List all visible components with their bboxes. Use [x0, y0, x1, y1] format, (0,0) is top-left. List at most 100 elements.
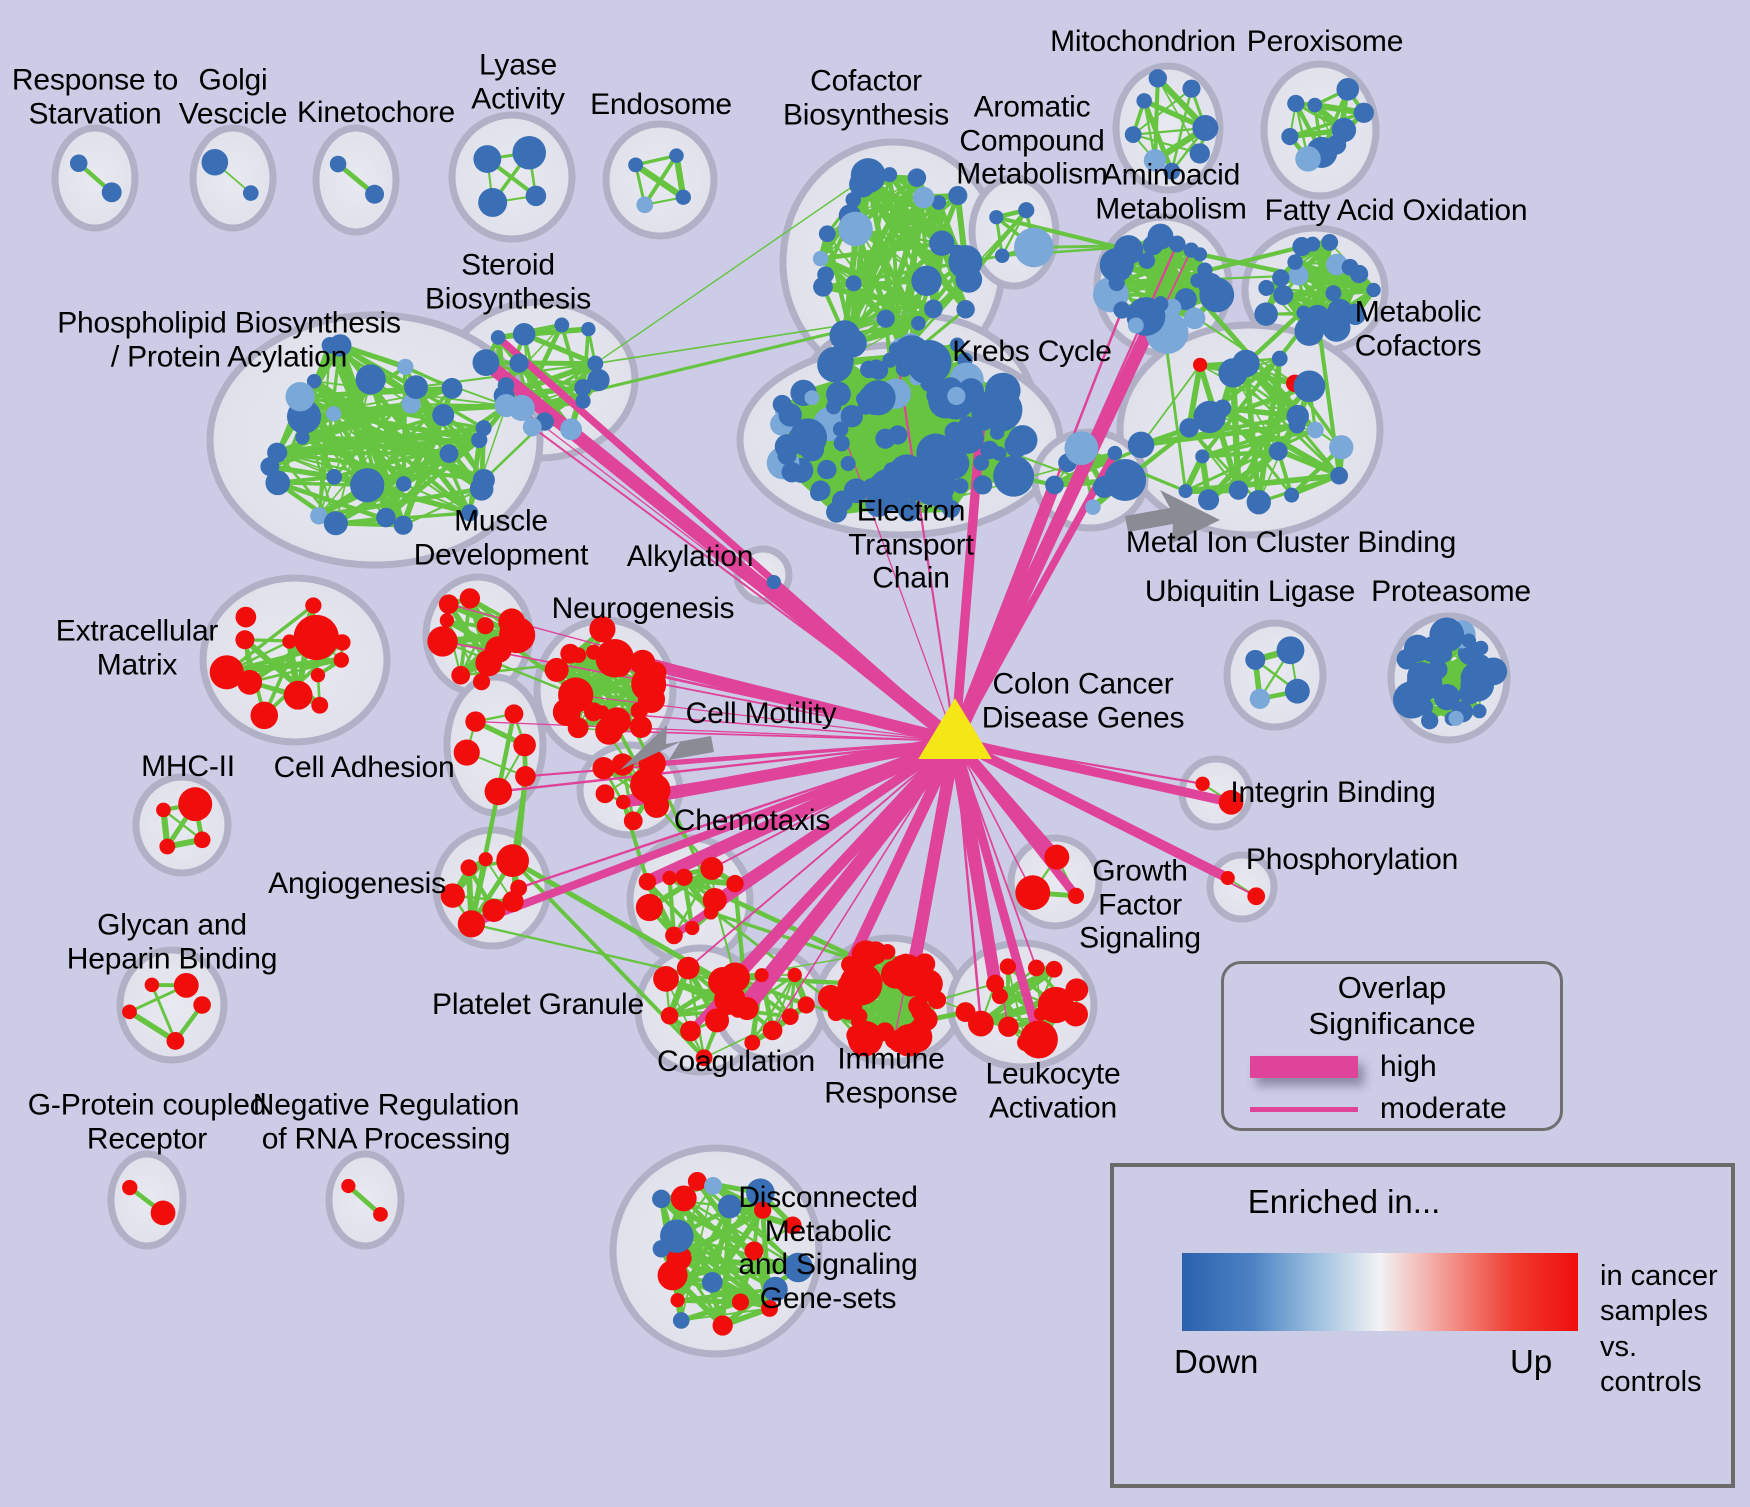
- gene-set-node[interactable]: [948, 185, 968, 206]
- gene-set-node[interactable]: [829, 320, 861, 351]
- gene-set-node[interactable]: [746, 1178, 775, 1208]
- gene-set-node[interactable]: [1192, 115, 1219, 141]
- gene-set-node[interactable]: [907, 168, 927, 187]
- gene-set-node[interactable]: [1228, 480, 1249, 500]
- gene-set-node[interactable]: [329, 155, 347, 173]
- gene-set-node[interactable]: [496, 844, 530, 878]
- gene-set-node[interactable]: [396, 476, 412, 492]
- gene-set-node[interactable]: [638, 873, 657, 891]
- gene-set-node[interactable]: [813, 276, 833, 297]
- gene-set-node[interactable]: [484, 777, 513, 806]
- gene-set-node[interactable]: [478, 187, 508, 217]
- gene-set-node[interactable]: [1330, 466, 1349, 485]
- gene-set-node[interactable]: [432, 404, 455, 427]
- gene-set-node[interactable]: [285, 382, 315, 412]
- gene-set-node[interactable]: [1472, 703, 1487, 719]
- gene-set-node[interactable]: [1403, 683, 1419, 700]
- gene-set-node[interactable]: [832, 421, 849, 437]
- gene-set-node[interactable]: [685, 920, 700, 936]
- gene-set-node[interactable]: [502, 890, 524, 913]
- gene-set-node[interactable]: [911, 265, 942, 296]
- gene-set-node[interactable]: [1448, 710, 1464, 726]
- gene-set-node[interactable]: [1287, 94, 1305, 113]
- gene-set-node[interactable]: [310, 507, 328, 525]
- gene-set-node[interactable]: [956, 300, 975, 319]
- gene-set-node[interactable]: [1045, 960, 1063, 978]
- gene-set-node[interactable]: [397, 358, 414, 375]
- gene-set-node[interactable]: [365, 184, 385, 204]
- gene-set-node[interactable]: [1193, 400, 1226, 434]
- gene-set-node[interactable]: [439, 444, 459, 463]
- gene-set-node[interactable]: [766, 574, 781, 590]
- gene-set-node[interactable]: [812, 250, 829, 267]
- gene-set-node[interactable]: [670, 1185, 697, 1212]
- gene-set-node[interactable]: [731, 1293, 750, 1311]
- gene-set-node[interactable]: [373, 1206, 388, 1222]
- gene-set-node[interactable]: [994, 248, 1010, 264]
- gene-set-node[interactable]: [1268, 441, 1288, 461]
- gene-set-node[interactable]: [473, 145, 502, 173]
- gene-set-node[interactable]: [781, 1008, 799, 1025]
- gene-set-node[interactable]: [1182, 79, 1201, 98]
- gene-set-node[interactable]: [1148, 69, 1167, 88]
- gene-set-node[interactable]: [1192, 357, 1208, 372]
- gene-set-node[interactable]: [929, 230, 955, 256]
- gene-set-node[interactable]: [567, 717, 589, 739]
- gene-set-node[interactable]: [635, 893, 664, 922]
- gene-set-node[interactable]: [989, 210, 1004, 225]
- gene-set-node[interactable]: [875, 428, 896, 449]
- gene-set-node[interactable]: [615, 794, 631, 810]
- gene-set-node[interactable]: [1192, 247, 1208, 262]
- gene-set-node[interactable]: [911, 315, 926, 331]
- gene-set-node[interactable]: [778, 403, 802, 427]
- gene-set-node[interactable]: [1271, 350, 1288, 367]
- gene-set-node[interactable]: [704, 1176, 723, 1195]
- gene-set-node[interactable]: [998, 1016, 1019, 1037]
- gene-set-node[interactable]: [472, 673, 491, 691]
- gene-set-node[interactable]: [652, 1240, 671, 1258]
- gene-set-node[interactable]: [295, 430, 310, 445]
- gene-set-node[interactable]: [341, 1178, 356, 1194]
- gene-set-node[interactable]: [376, 507, 396, 528]
- gene-set-node[interactable]: [1287, 254, 1303, 270]
- gene-set-node[interactable]: [321, 336, 339, 354]
- gene-set-node[interactable]: [999, 958, 1017, 975]
- gene-set-node[interactable]: [826, 381, 851, 407]
- gene-set-node[interactable]: [323, 511, 348, 536]
- gene-set-node[interactable]: [1018, 202, 1035, 219]
- hub-node-colon-cancer[interactable]: [918, 698, 992, 759]
- gene-set-node[interactable]: [670, 1293, 685, 1308]
- gene-set-node[interactable]: [1305, 236, 1321, 252]
- gene-set-node[interactable]: [1281, 127, 1299, 146]
- gene-set-node[interactable]: [1027, 959, 1045, 977]
- gene-set-node[interactable]: [657, 1260, 688, 1291]
- gene-set-node[interactable]: [968, 1010, 994, 1037]
- gene-set-node[interactable]: [498, 608, 526, 636]
- gene-set-node[interactable]: [1085, 499, 1101, 515]
- gene-set-node[interactable]: [350, 468, 385, 503]
- gene-set-node[interactable]: [1293, 370, 1326, 403]
- gene-set-node[interactable]: [849, 171, 876, 198]
- gene-set-node[interactable]: [440, 883, 465, 908]
- gene-set-node[interactable]: [888, 454, 926, 491]
- gene-set-node[interactable]: [209, 655, 244, 690]
- gene-set-node[interactable]: [457, 910, 485, 938]
- gene-set-node[interactable]: [955, 266, 983, 293]
- gene-set-node[interactable]: [865, 491, 892, 517]
- gene-set-node[interactable]: [482, 898, 506, 923]
- gene-set-node[interactable]: [235, 630, 255, 650]
- gene-set-node[interactable]: [726, 874, 744, 893]
- gene-set-node[interactable]: [235, 606, 257, 628]
- gene-set-node[interactable]: [843, 478, 869, 504]
- gene-set-node[interactable]: [952, 478, 969, 494]
- gene-set-node[interactable]: [744, 1241, 764, 1261]
- gene-set-node[interactable]: [1093, 476, 1116, 498]
- gene-set-node[interactable]: [761, 1299, 779, 1317]
- gene-set-node[interactable]: [860, 380, 896, 416]
- gene-set-node[interactable]: [144, 977, 160, 993]
- gene-set-node[interactable]: [310, 668, 326, 683]
- gene-set-node[interactable]: [754, 968, 769, 983]
- gene-set-node[interactable]: [805, 424, 822, 441]
- gene-set-node[interactable]: [949, 244, 965, 261]
- gene-set-node[interactable]: [867, 1027, 883, 1044]
